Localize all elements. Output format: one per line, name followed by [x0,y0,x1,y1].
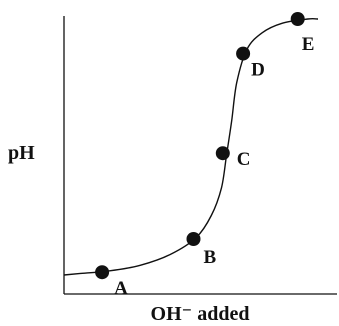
point-b [186,232,201,246]
point-label-e: E [302,34,315,55]
point-c [215,146,230,161]
point-label-c: C [237,149,251,170]
point-label-a: A [114,278,128,299]
x-axis-label: OH⁻ added [151,303,250,325]
point-e [290,12,305,26]
point-label-d: D [251,60,265,81]
point-label-b: B [204,247,217,268]
y-axis-label: pH [8,142,35,164]
point-d [236,46,251,61]
point-a [95,265,110,280]
titration-curve [63,17,319,276]
labeled-points: A B C D E [95,12,314,299]
